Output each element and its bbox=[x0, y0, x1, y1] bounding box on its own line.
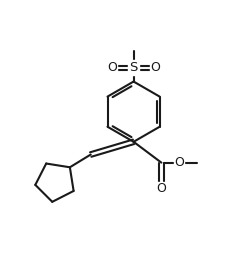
Text: O: O bbox=[156, 182, 166, 195]
Text: S: S bbox=[129, 61, 138, 74]
Text: O: O bbox=[107, 61, 117, 74]
Text: O: O bbox=[174, 156, 184, 169]
Text: O: O bbox=[150, 61, 160, 74]
